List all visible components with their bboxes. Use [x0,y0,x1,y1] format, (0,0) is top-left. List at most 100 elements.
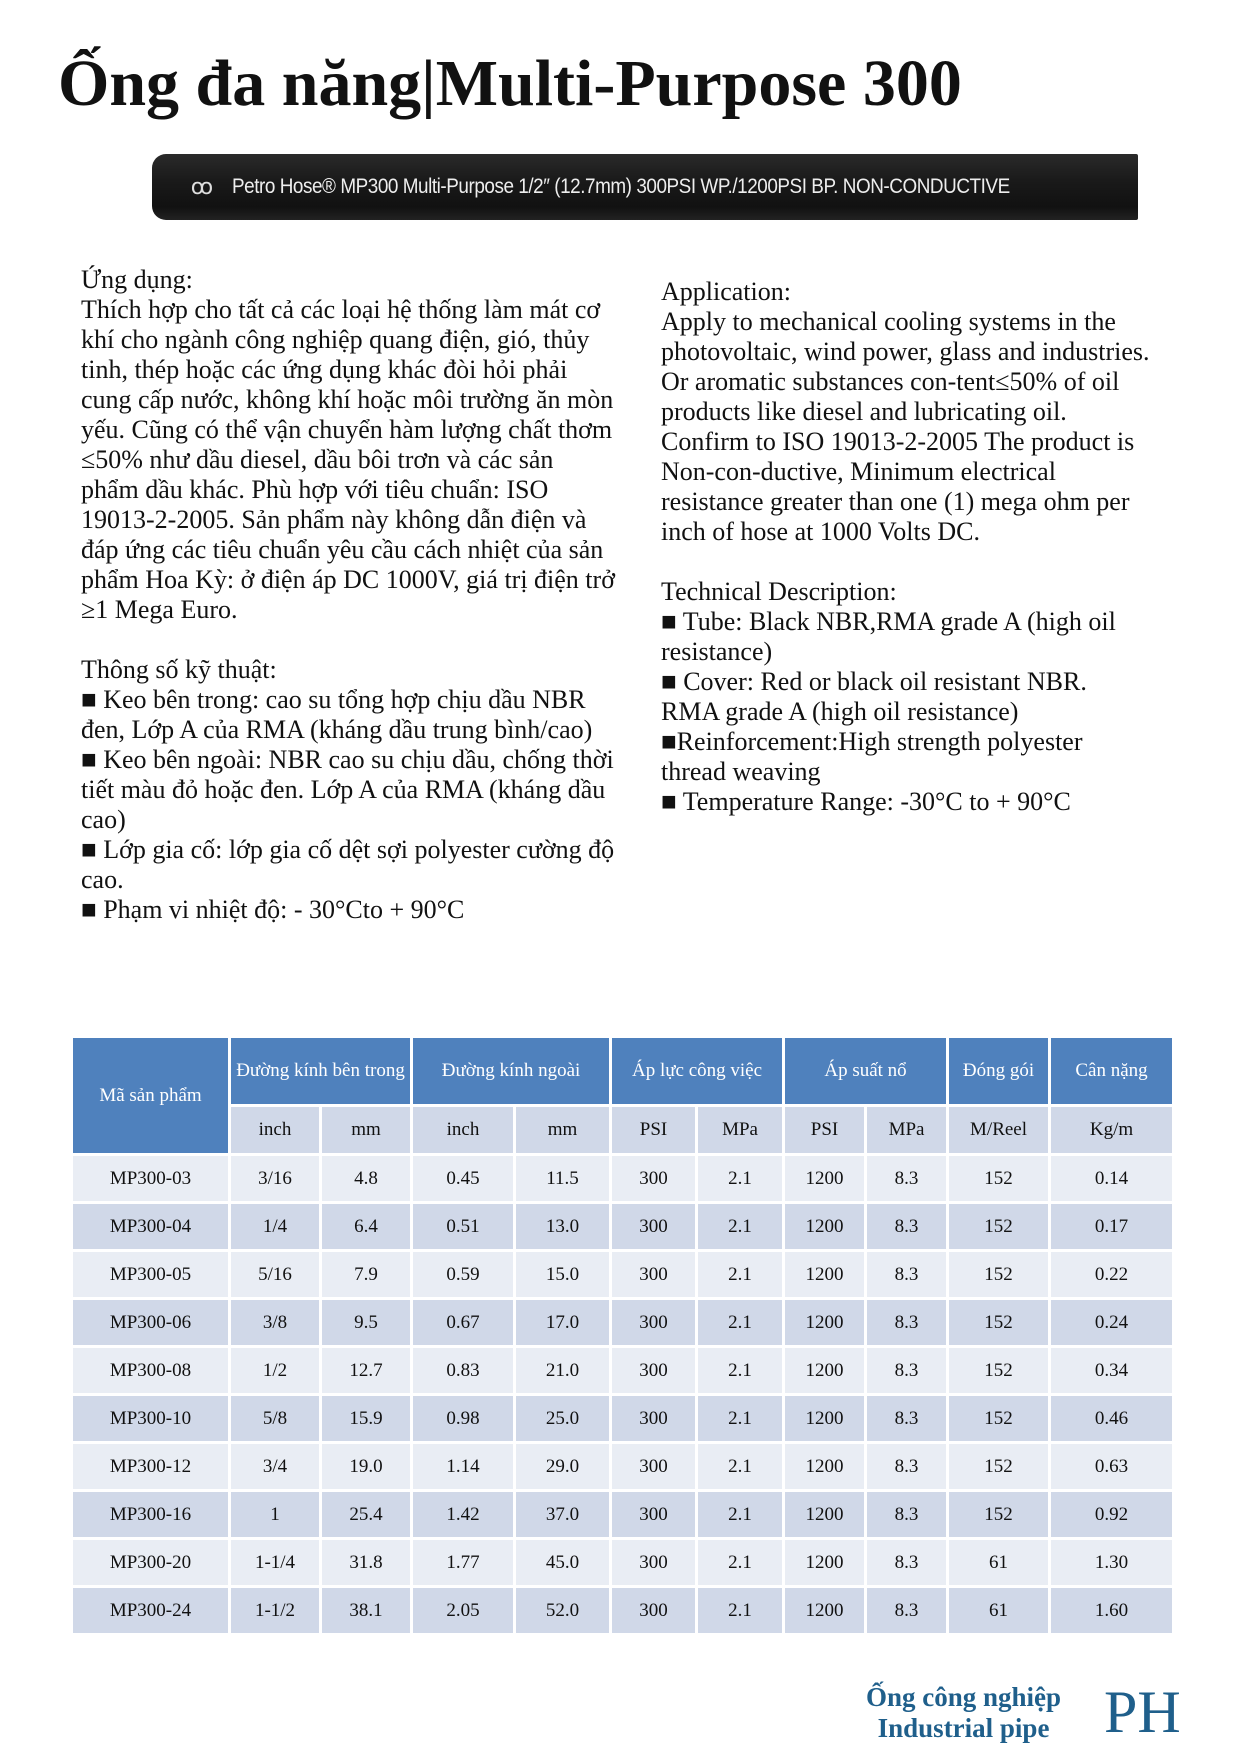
table-cell: 19.0 [318,1441,414,1492]
table-cell: 152 [946,1297,1052,1348]
english-description: Application: Apply to mechanical cooling… [661,277,1151,817]
footer-line-en: Industrial pipe [877,1713,1050,1743]
table-row: MP300-12 3/4 19.0 1.14 29.0 300 2.1 1200 8.3 152 0… [70,1441,1176,1492]
table-cell: 1/4 [228,1201,322,1252]
table-cell: 152 [946,1201,1052,1252]
table-cell: 8.3 [864,1153,950,1204]
table-cell: 2.1 [695,1249,786,1300]
subheader-cell: inch [228,1104,322,1156]
table-cell: 0.34 [1048,1345,1176,1396]
table-cell: 300 [609,1537,699,1588]
petro-hose-logo-icon: ꝏ [190,174,214,199]
table-cell: 0.24 [1048,1297,1176,1348]
table-cell: 2.05 [410,1585,517,1636]
table-cell: 3/8 [228,1297,322,1348]
footer-line-vi: Ống công nghiệp [866,1682,1062,1712]
table-row: MP300-04 1/4 6.4 0.51 13.0 300 2.1 1200 8.3 152 0.… [70,1201,1176,1252]
table-cell: 0.92 [1048,1489,1176,1540]
table-cell: 0.67 [410,1297,517,1348]
table-cell: 1 [228,1489,322,1540]
table-cell: 8.3 [864,1489,950,1540]
table-cell: 3/16 [228,1153,322,1204]
subheader-cell: M/Reel [946,1104,1052,1156]
table-cell: 11.5 [513,1153,613,1204]
table-row: MP300-03 3/16 4.8 0.45 11.5 300 2.1 1200 8.3 152 0… [70,1153,1176,1204]
spec-item: ■ Tube: Black NBR,RMA grade A (high oil … [661,607,1116,666]
table-cell: 1200 [782,1297,868,1348]
spec-heading-vi: Thông số kỹ thuật: [81,655,277,684]
hose-print-text: Petro Hose® MP300 Multi-Purpose 1/2″ (12… [232,175,1010,198]
table-cell: 13.0 [513,1201,613,1252]
table-cell: 300 [609,1249,699,1300]
table-cell: 1/2 [228,1345,322,1396]
table-cell: 1-1/4 [228,1537,322,1588]
table-cell: 1.77 [410,1537,517,1588]
table-cell: 61 [946,1537,1052,1588]
table-cell: 300 [609,1201,699,1252]
table-cell: 45.0 [513,1537,613,1588]
table-cell: MP300-24 [70,1585,231,1636]
table-row: MP300-16 1 25.4 1.42 37.0 300 2.1 1200 8.3 152 0.9… [70,1489,1176,1540]
table-cell: 2.1 [695,1393,786,1444]
subheader-cell: inch [410,1104,517,1156]
table-cell: 0.22 [1048,1249,1176,1300]
table-cell: 17.0 [513,1297,613,1348]
table-row: MP300-24 1-1/2 38.1 2.05 52.0 300 2.1 1200 8.3 61… [70,1585,1176,1636]
subheader-cell: Kg/m [1048,1104,1176,1156]
table-cell: 15.9 [318,1393,414,1444]
table-cell: 152 [946,1393,1052,1444]
table-cell: 300 [609,1393,699,1444]
table-cell: 1200 [782,1249,868,1300]
table-cell: 0.14 [1048,1153,1176,1204]
table-cell: 12.7 [318,1345,414,1396]
table-cell: 8.3 [864,1393,950,1444]
table-cell: 1200 [782,1537,868,1588]
table-cell: 61 [946,1585,1052,1636]
table-cell: 152 [946,1153,1052,1204]
table-cell: 21.0 [513,1345,613,1396]
table-cell: 0.51 [410,1201,517,1252]
application-heading-vi: Ứng dụng: [81,265,193,294]
table-cell: 25.4 [318,1489,414,1540]
table-cell: MP300-08 [70,1345,231,1396]
table-cell: 8.3 [864,1585,950,1636]
table-cell: 1.30 [1048,1537,1176,1588]
table-cell: 37.0 [513,1489,613,1540]
table-row: MP300-08 1/2 12.7 0.83 21.0 300 2.1 1200 8.3 152 0… [70,1345,1176,1396]
table-cell: 1200 [782,1201,868,1252]
table-cell: 7.9 [318,1249,414,1300]
table-cell: 2.1 [695,1153,786,1204]
table-cell: 1.14 [410,1441,517,1492]
table-cell: MP300-04 [70,1201,231,1252]
spec-item: ■ Lớp gia cố: lớp gia cố dệt sợi polyest… [81,835,615,894]
subheader-cell: mm [318,1104,414,1156]
table-cell: 152 [946,1441,1052,1492]
subheader-cell: mm [513,1104,613,1156]
table-cell: 8.3 [864,1249,950,1300]
table-cell: 0.83 [410,1345,517,1396]
ph-logo: PH [1104,1679,1181,1745]
subheader-cell: PSI [609,1104,699,1156]
table-cell: 300 [609,1153,699,1204]
table-cell: 31.8 [318,1537,414,1588]
table-cell: 1200 [782,1489,868,1540]
table-cell: 1200 [782,1441,868,1492]
header-outer-diameter: Đường kính ngoài [410,1035,613,1107]
table-cell: MP300-20 [70,1537,231,1588]
table-cell: 25.0 [513,1393,613,1444]
spec-item: ■Reinforcement:High strength polyester t… [661,727,1083,786]
table-cell: 2.1 [695,1345,786,1396]
table-cell: 52.0 [513,1585,613,1636]
page-title: Ống đa năng|Multi-Purpose 300 [58,47,962,120]
table-cell: 8.3 [864,1441,950,1492]
table-cell: 5/8 [228,1393,322,1444]
table-cell: 0.46 [1048,1393,1176,1444]
table-cell: 2.1 [695,1585,786,1636]
table-cell: 9.5 [318,1297,414,1348]
table-cell: 1200 [782,1585,868,1636]
subheader-cell: MPa [864,1104,950,1156]
table-cell: 1-1/2 [228,1585,322,1636]
table-cell: 300 [609,1345,699,1396]
table-cell: 2.1 [695,1297,786,1348]
spec-heading-en: Technical Description: [661,577,897,606]
